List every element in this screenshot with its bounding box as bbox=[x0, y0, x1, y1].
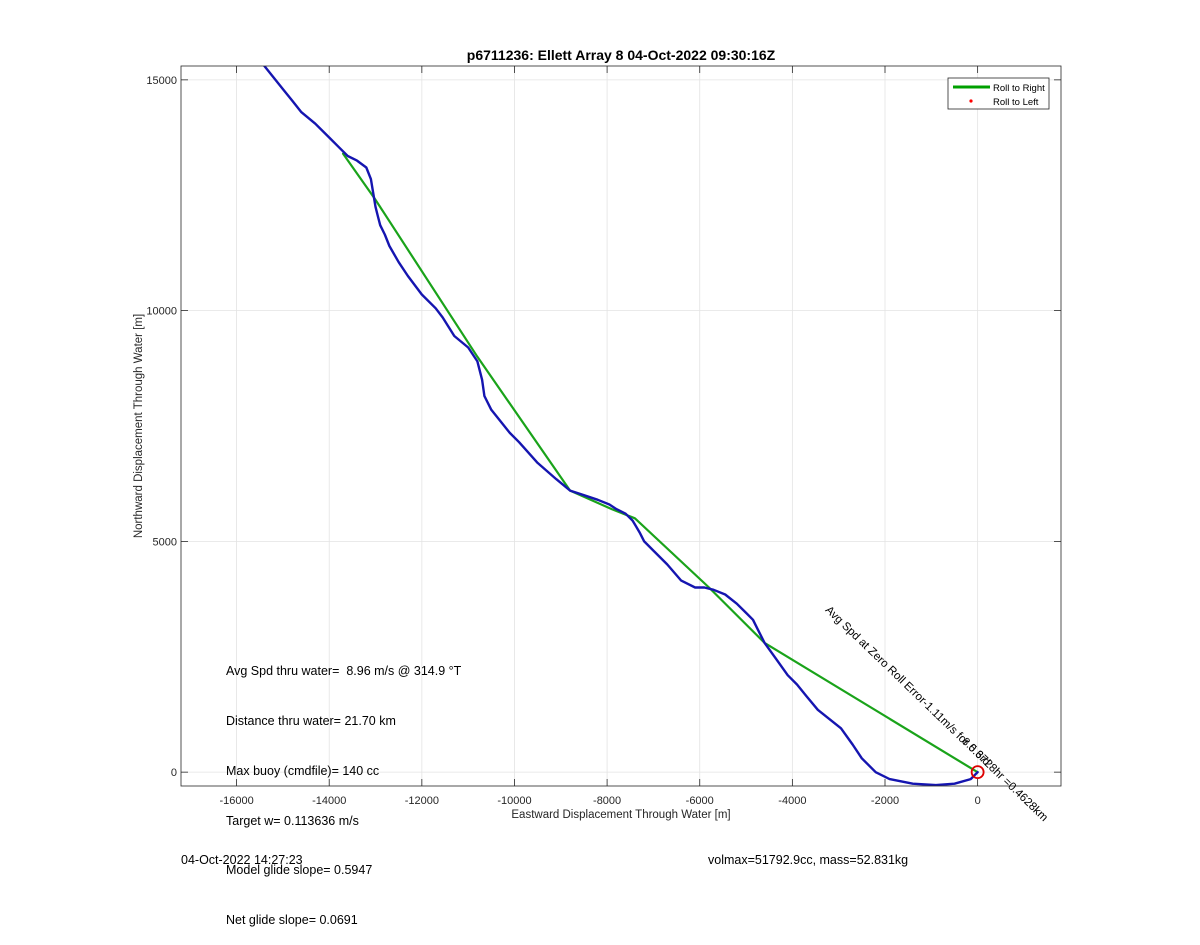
x-tick-label: -12000 bbox=[405, 795, 439, 807]
stats-model-glide: Model glide slope= 0.5947 bbox=[226, 863, 373, 878]
stats-net-glide: Net glide slope= 0.0691 bbox=[226, 913, 358, 928]
series-line-roll-to-right bbox=[342, 152, 979, 774]
legend-label-roll-right: Roll to Right bbox=[993, 83, 1045, 94]
chart-canvas: -16000 -14000 -12000 -10000 -8000 -6000 -4000 -… bbox=[133, 47, 1062, 824]
stats-max-buoy: Max buoy (cmdfile)= 140 cc bbox=[226, 763, 380, 778]
footer-timestamp: 04-Oct-2022 14:27:23 bbox=[181, 853, 303, 867]
chart-title: p6711236: Ellett Array 8 04-Oct-2022 09:… bbox=[467, 47, 776, 63]
x-axis-label: Eastward Displacement Through Water [m] bbox=[511, 809, 730, 821]
endpoint-marker bbox=[970, 765, 985, 780]
y-tick-label: 10000 bbox=[146, 306, 177, 318]
speed-annotation: Avg Spd at Zero Roll Error-1.11m/s for 0… bbox=[823, 604, 1050, 824]
footer-mass-info: volmax=51792.9cc, mass=52.831kg bbox=[708, 853, 909, 867]
x-tick-label: -2000 bbox=[871, 795, 899, 807]
stats-block: Avg Spd thru water= 8.96 m/s @ 314.9 °T … bbox=[226, 630, 461, 945]
stats-distance: Distance thru water= 21.70 km bbox=[226, 713, 396, 728]
x-tick-label: -6000 bbox=[686, 795, 714, 807]
legend-swatch-roll-left bbox=[969, 99, 973, 103]
series-line-track bbox=[263, 66, 979, 786]
x-tick-label: -4000 bbox=[778, 795, 806, 807]
legend: Roll to Right Roll to Left bbox=[947, 77, 1050, 110]
x-tick-label: -16000 bbox=[219, 795, 253, 807]
y-tick-label: 15000 bbox=[146, 75, 177, 87]
axis-ticks: -16000 -14000 -12000 -10000 -8000 -6000 -4000 -… bbox=[146, 66, 1061, 807]
series-layer bbox=[263, 66, 985, 786]
y-tick-label: 0 bbox=[171, 767, 177, 779]
stats-target-w: Target w= 0.113636 m/s bbox=[226, 813, 359, 828]
y-tick-label: 5000 bbox=[153, 536, 177, 548]
legend-label-roll-left: Roll to Left bbox=[993, 97, 1039, 108]
x-tick-label: -8000 bbox=[593, 795, 621, 807]
x-tick-label: -14000 bbox=[312, 795, 346, 807]
axes-box bbox=[180, 65, 1062, 787]
grid-lines bbox=[181, 66, 1061, 786]
x-tick-label: -10000 bbox=[497, 795, 531, 807]
y-axis-label: Northward Displacement Through Water [m] bbox=[133, 314, 145, 538]
legend-box bbox=[947, 77, 1050, 110]
stats-avg-speed: Avg Spd thru water= 8.96 m/s @ 314.9 °T bbox=[226, 664, 462, 679]
x-tick-label: 0 bbox=[975, 795, 981, 807]
